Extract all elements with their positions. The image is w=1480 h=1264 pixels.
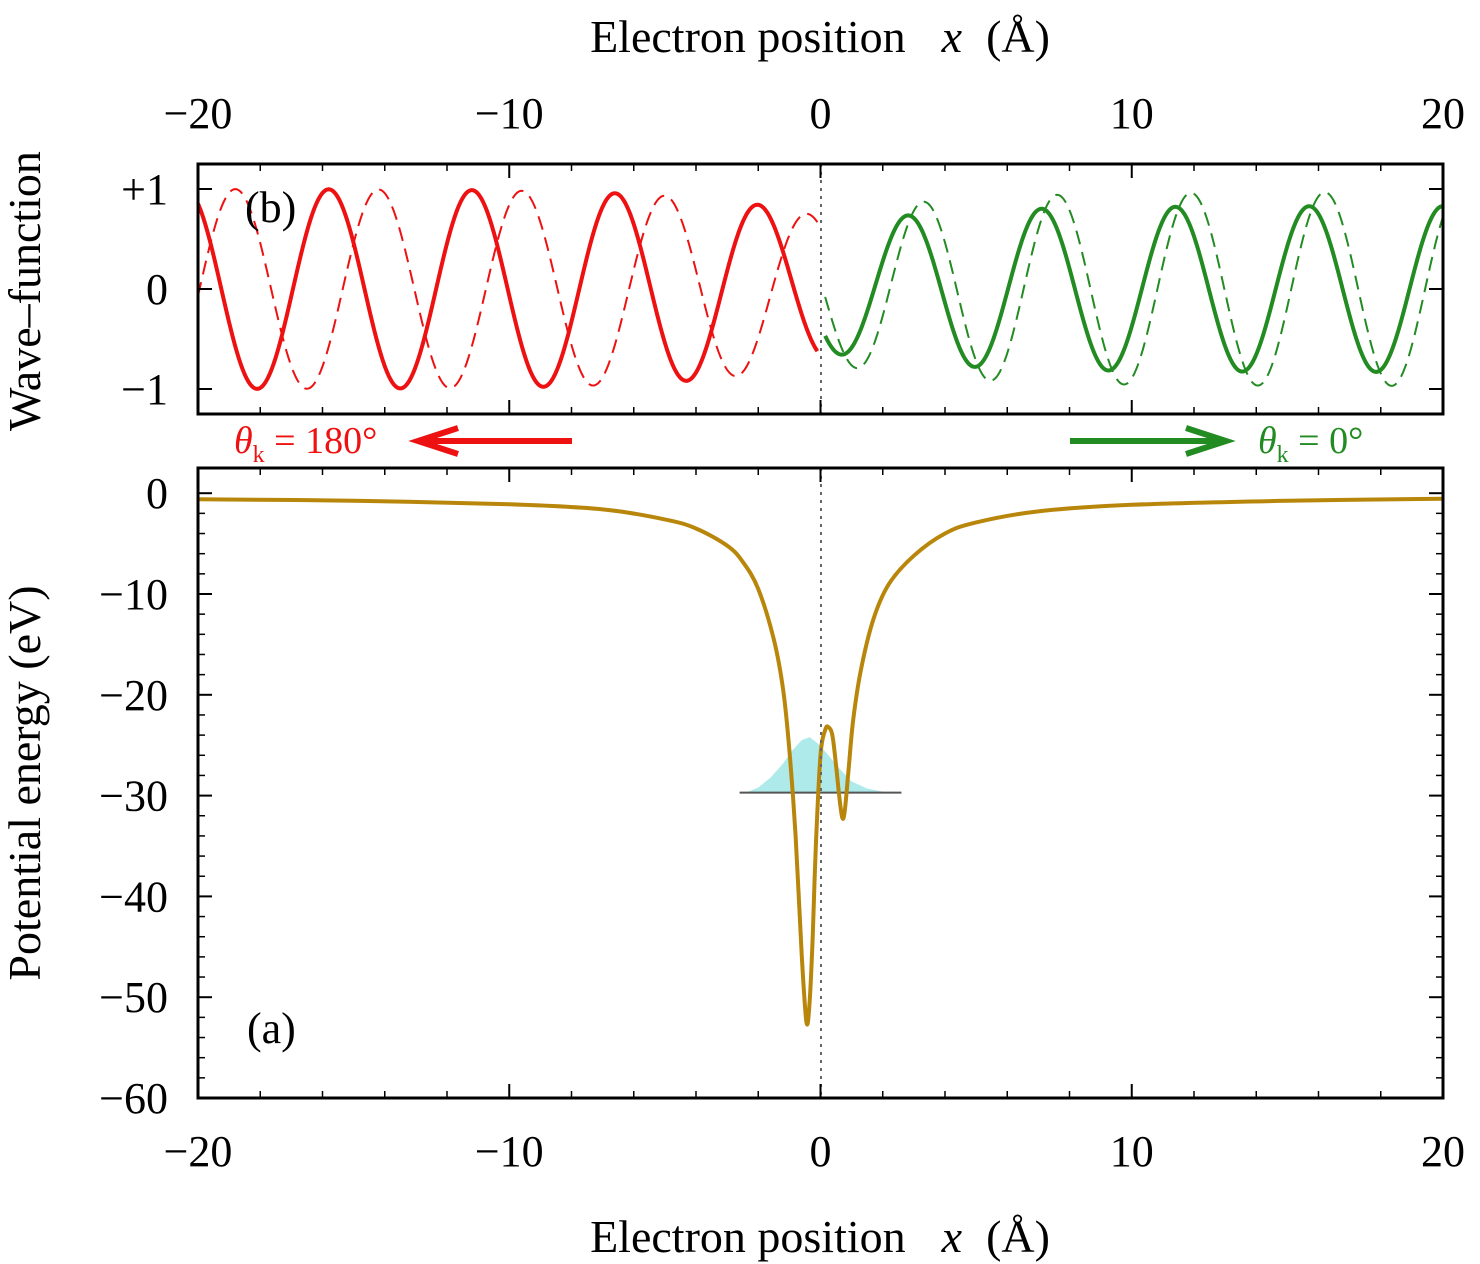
top-xtick-label: 20 <box>1421 89 1465 138</box>
wave-ytick-label: 0 <box>146 265 168 314</box>
bottom-xtick-label: −10 <box>475 1127 544 1176</box>
potential-ticks: −20 −10 0 10 20 0 −10 −20 −30 −40 −50 −60 <box>99 468 1465 1176</box>
potential-panel: −20 −10 0 10 20 0 −10 −20 −30 −40 −50 −60 (a) <box>99 466 1465 1176</box>
left-direction-annotation: θk = 180° <box>234 420 572 468</box>
bottom-xtick-label: −20 <box>164 1127 233 1176</box>
right-arrow-icon <box>1070 425 1236 457</box>
potential-ytick-label: −40 <box>99 872 168 921</box>
wave-curves <box>198 187 1443 391</box>
bottom-xaxis-title: Electron position x (Å) <box>590 1211 1050 1262</box>
right-direction-annotation: θk = 0° <box>1070 420 1363 468</box>
bottom-xtick-label: 0 <box>810 1127 832 1176</box>
bottom-xtick-label: 20 <box>1421 1127 1465 1176</box>
wave-ytick-label: +1 <box>121 165 168 214</box>
left-dashed-wave-line <box>198 188 819 390</box>
panel-a-label: (a) <box>247 1004 296 1053</box>
top-xaxis-title: Electron position x (Å) <box>590 11 1050 62</box>
potential-ytick-label: −20 <box>99 671 168 720</box>
top-xtick-label: 0 <box>810 89 832 138</box>
potential-ytick-label: 0 <box>146 469 168 518</box>
bottom-xtick-label: 10 <box>1110 1127 1154 1176</box>
right-dashed-wave-line <box>824 191 1443 387</box>
potential-ytick-label: −60 <box>99 1074 168 1123</box>
panel-b-label: (b) <box>245 183 296 232</box>
left-theta-label: θk = 180° <box>234 420 377 468</box>
potential-ytick-label: −30 <box>99 772 168 821</box>
wave-ticks: −20 −10 0 10 20 +1 0 −1 <box>121 89 1465 414</box>
top-xtick-label: 10 <box>1110 89 1154 138</box>
right-solid-wave-line <box>823 204 1443 374</box>
top-xtick-label: −10 <box>475 89 544 138</box>
left-arrow-icon <box>408 425 572 457</box>
wave-yaxis-title: Wave–function <box>0 151 50 431</box>
wave-panel: −20 −10 0 10 20 +1 0 −1 (b) <box>121 89 1465 416</box>
top-xtick-label: −20 <box>164 89 233 138</box>
potential-ytick-label: −50 <box>99 973 168 1022</box>
right-theta-label: θk = 0° <box>1258 420 1363 468</box>
left-solid-wave-line <box>198 187 820 391</box>
potential-ytick-label: −10 <box>99 570 168 619</box>
potential-line <box>198 496 1443 1027</box>
potential-yaxis-title: Potential energy (eV) <box>0 585 50 980</box>
wave-ytick-label: −1 <box>121 365 168 414</box>
